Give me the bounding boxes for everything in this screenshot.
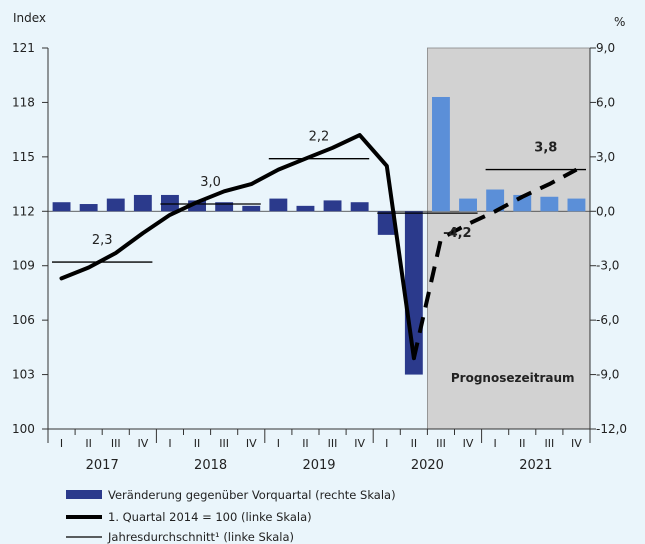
quarter-label: III — [328, 437, 338, 450]
bar — [133, 194, 152, 212]
quarter-label: II — [519, 437, 526, 450]
bar — [432, 96, 450, 212]
annual-averages: 2,3 3,0 2,2 -4,2 3,8 — [52, 130, 586, 263]
axes: 121 118 115 112 109 106 103 100 9,0 6,0 3,0 0,0 -3,0… — [12, 41, 627, 436]
y-left-tick-label: 106 — [12, 313, 35, 327]
bar — [215, 202, 234, 212]
quarter-label: IV — [571, 437, 582, 450]
legend-label-average: Jahresdurchschnitt¹ (linke Skala) — [107, 530, 294, 544]
quarter-label: I — [168, 437, 171, 450]
index-line-forecast — [411, 167, 578, 359]
y-right-tick-label: -6,0 — [596, 313, 619, 327]
forecast-region — [426, 47, 591, 430]
y-left-tick-label: 112 — [12, 204, 35, 218]
quarter-label: II — [194, 437, 201, 450]
quarter-label: I — [494, 437, 497, 450]
year-label: 2020 — [411, 458, 444, 473]
annual-average-label: -4,2 — [443, 226, 471, 241]
bar — [350, 202, 369, 212]
annual-average-label: 2,2 — [309, 130, 330, 145]
quarter-label: IV — [137, 437, 148, 450]
legend-label-index: 1. Quartal 2014 = 100 (linke Skala) — [108, 510, 312, 524]
bar — [377, 211, 396, 235]
bar — [79, 204, 98, 212]
legend-swatch-bars — [66, 490, 102, 499]
quarter-label: III — [436, 437, 446, 450]
bar — [296, 205, 315, 212]
quarter-label: IV — [246, 437, 257, 450]
y-left-tick-label: 121 — [12, 41, 35, 55]
quarter-label: III — [111, 437, 121, 450]
y-right-tick-label: -9,0 — [596, 368, 619, 382]
quarter-label: III — [219, 437, 229, 450]
bar — [242, 205, 261, 212]
legend: Veränderung gegenüber Vorquartal (rechte… — [66, 488, 396, 544]
forecast-label: Prognosezeitraum — [451, 371, 575, 385]
y-right-tick-label: 6,0 — [596, 95, 615, 109]
y-right-tick-label: 9,0 — [596, 41, 615, 55]
quarter-label: III — [544, 437, 554, 450]
year-label: 2021 — [519, 458, 552, 473]
bar — [161, 194, 179, 212]
bar — [106, 198, 125, 212]
quarter-label: I — [60, 437, 63, 450]
quarter-label: IV — [463, 437, 474, 450]
year-label: 2017 — [86, 458, 119, 473]
y-right-axis-title: % — [614, 15, 625, 29]
year-label: 2019 — [302, 458, 335, 473]
quarter-label: IV — [354, 437, 365, 450]
y-right-tick-label: 0,0 — [596, 204, 615, 218]
y-left-tick-label: 100 — [12, 422, 35, 436]
legend-label-bars: Veränderung gegenüber Vorquartal (rechte… — [108, 488, 396, 502]
bar — [188, 200, 206, 212]
year-label: 2018 — [194, 458, 227, 473]
annual-average-label: 2,3 — [92, 233, 113, 248]
index-line-actual — [59, 133, 416, 361]
y-left-tick-label: 118 — [12, 95, 35, 109]
bar — [567, 198, 586, 212]
y-left-tick-label: 109 — [12, 259, 35, 273]
quarter-label: II — [411, 437, 418, 450]
y-right-tick-label: 3,0 — [596, 150, 615, 164]
quarter-label: II — [85, 437, 92, 450]
annual-average-label: 3,0 — [200, 175, 221, 190]
quarter-label: I — [385, 437, 388, 450]
bar — [323, 200, 342, 212]
y-right-tick-label: -12,0 — [596, 422, 627, 436]
y-left-axis-title: Index — [13, 11, 46, 25]
y-left-tick-label: 115 — [12, 150, 35, 164]
quarter-label: II — [302, 437, 309, 450]
bar — [486, 189, 505, 212]
bar — [540, 196, 559, 212]
lines — [59, 133, 578, 361]
x-axis: I II III IV I II III IV I II III IV I II III IV I II III IV… — [47, 429, 591, 473]
bar — [459, 198, 477, 212]
bar — [269, 198, 288, 212]
bar — [52, 202, 71, 212]
y-left-tick-label: 103 — [12, 368, 35, 382]
quarter-label: I — [277, 437, 280, 450]
y-right-tick-label: -3,0 — [596, 259, 619, 273]
annual-average-label: 3,8 — [534, 141, 557, 156]
